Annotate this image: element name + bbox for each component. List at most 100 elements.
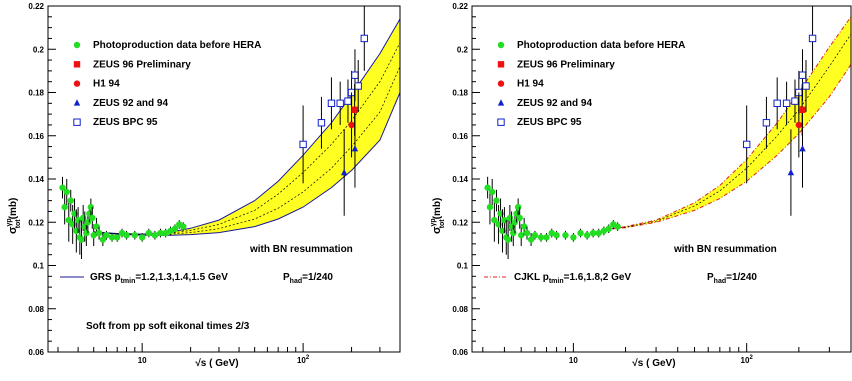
y-tick-label: 0.2 (457, 45, 469, 54)
photoproduction-point (511, 219, 519, 226)
y-tick-label: 0.22 (452, 2, 468, 11)
y-tick-label: 0.12 (28, 218, 44, 227)
band-inner-curve (603, 33, 852, 231)
y-tick-label: 0.1 (457, 262, 469, 271)
photoproduction-point (589, 229, 597, 237)
legend-marker (73, 80, 81, 87)
legend-label: ZEUS BPC 95 (93, 117, 158, 128)
photoproduction-point (488, 188, 496, 196)
y-axis-title: σγp tot(mb) (430, 198, 446, 234)
photoproduction-point (151, 232, 159, 239)
zeus-bpc95-point (299, 140, 307, 149)
photoproduction-point (89, 214, 96, 222)
legend-label: ZEUS 92 and 94 (517, 98, 592, 109)
photoproduction-point (99, 236, 107, 243)
band-lower-curve (603, 64, 852, 231)
phad-label: Phad=1/240 (707, 272, 757, 285)
plot-frame (471, 5, 852, 353)
photoproduction-point (484, 184, 491, 191)
legend-label: H1 94 (93, 79, 120, 90)
legend-label: Photoproduction data before HERA (517, 40, 685, 51)
photoproduction-point (514, 203, 522, 211)
zeus96-point (351, 106, 358, 113)
legend-marker (497, 118, 505, 126)
photoproduction-point (138, 234, 146, 241)
photoproduction-point (527, 236, 535, 243)
photoproduction-point (59, 184, 66, 191)
legend-label: ZEUS 92 and 94 (93, 98, 168, 109)
photoproduction-point (570, 234, 577, 241)
legend-label: H1 94 (517, 79, 544, 90)
photoproduction-point (520, 223, 528, 230)
photoproduction-point (162, 229, 169, 237)
photoproduction-point (145, 229, 153, 237)
band-upper-curve (603, 16, 852, 231)
photoproduction-point (531, 232, 539, 239)
photoproduction-point (523, 229, 531, 237)
photoproduction-point (510, 229, 517, 237)
photoproduction-point (504, 236, 512, 243)
zeus-bpc95-point (742, 140, 751, 149)
zeus-bpc95-point (327, 99, 336, 108)
y-tick-label: 0.06 (28, 348, 44, 357)
prediction-band (93, 19, 400, 236)
zeus96-point (798, 106, 806, 113)
legend-marker (497, 80, 505, 87)
photoproduction-point (548, 229, 555, 237)
photoproduction-point (493, 197, 500, 204)
legend-label: ZEUS BPC 95 (517, 117, 582, 128)
zeus-bpc95-point (351, 71, 359, 79)
photoproduction-point (486, 203, 494, 211)
curve-legend-label: GRS ptmin=1.2,1.3,1.4,1.5 GeV (90, 272, 228, 285)
annotation-resummation: with BN resummation (673, 244, 777, 255)
x-axis-title: √s ( GeV) (632, 358, 675, 369)
legend-marker (497, 99, 505, 106)
photoproduction-point (90, 232, 97, 239)
h1-94-point (795, 121, 803, 129)
photoproduction-point (65, 216, 72, 224)
photoproduction-point (157, 229, 164, 237)
zeus-bpc95-point (354, 82, 362, 90)
y-tick-label: 0.18 (452, 89, 468, 98)
y-tick-label: 0.12 (452, 218, 468, 227)
x-tick-label: 102 (741, 355, 754, 365)
photoproduction-point (553, 232, 560, 239)
x-axis-title: √s ( GeV) (195, 358, 238, 369)
y-tick-label: 0.08 (28, 305, 44, 314)
zeus-bpc95-point (773, 99, 781, 108)
zeus-92-94-point (340, 168, 348, 176)
legend-marker (73, 99, 81, 106)
zeus-bpc95-point (317, 119, 326, 127)
photoproduction-point (131, 232, 138, 239)
photoproduction-point (518, 232, 525, 239)
legend-marker (73, 41, 81, 49)
photoproduction-point (491, 216, 498, 224)
zeus-bpc95-point (336, 99, 344, 108)
x-tick-label: 10 (138, 356, 147, 365)
legend-marker (73, 61, 81, 68)
photoproduction-point (543, 234, 550, 241)
x-tick-label: 102 (297, 355, 310, 365)
y-tick-label: 0.06 (452, 348, 468, 357)
annotation-resummation: with BN resummation (249, 244, 353, 255)
photoproduction-point (516, 214, 523, 222)
photoproduction-point (614, 223, 621, 230)
zeus-bpc95-point (762, 119, 771, 127)
zeus-bpc95-point (782, 99, 791, 108)
photoproduction-point (506, 214, 514, 222)
zeus-bpc95-point (360, 34, 368, 43)
photoproduction-point (171, 225, 179, 232)
zeus-92-94-point (787, 168, 795, 176)
photoproduction-point (537, 234, 545, 241)
photoproduction-point (180, 223, 187, 230)
legend-marker (497, 41, 505, 49)
photoproduction-point (605, 225, 612, 232)
photoproduction-point (61, 203, 68, 211)
y-tick-label: 0.2 (33, 45, 45, 54)
legend-label: Photoproduction data before HERA (93, 40, 261, 51)
photoproduction-point (577, 229, 584, 237)
curve-legend-label: CJKL ptmin=1.6,1.8,2 GeV (514, 272, 631, 285)
y-tick-label: 0.16 (452, 132, 468, 141)
zeus-bpc95-point (344, 97, 352, 105)
